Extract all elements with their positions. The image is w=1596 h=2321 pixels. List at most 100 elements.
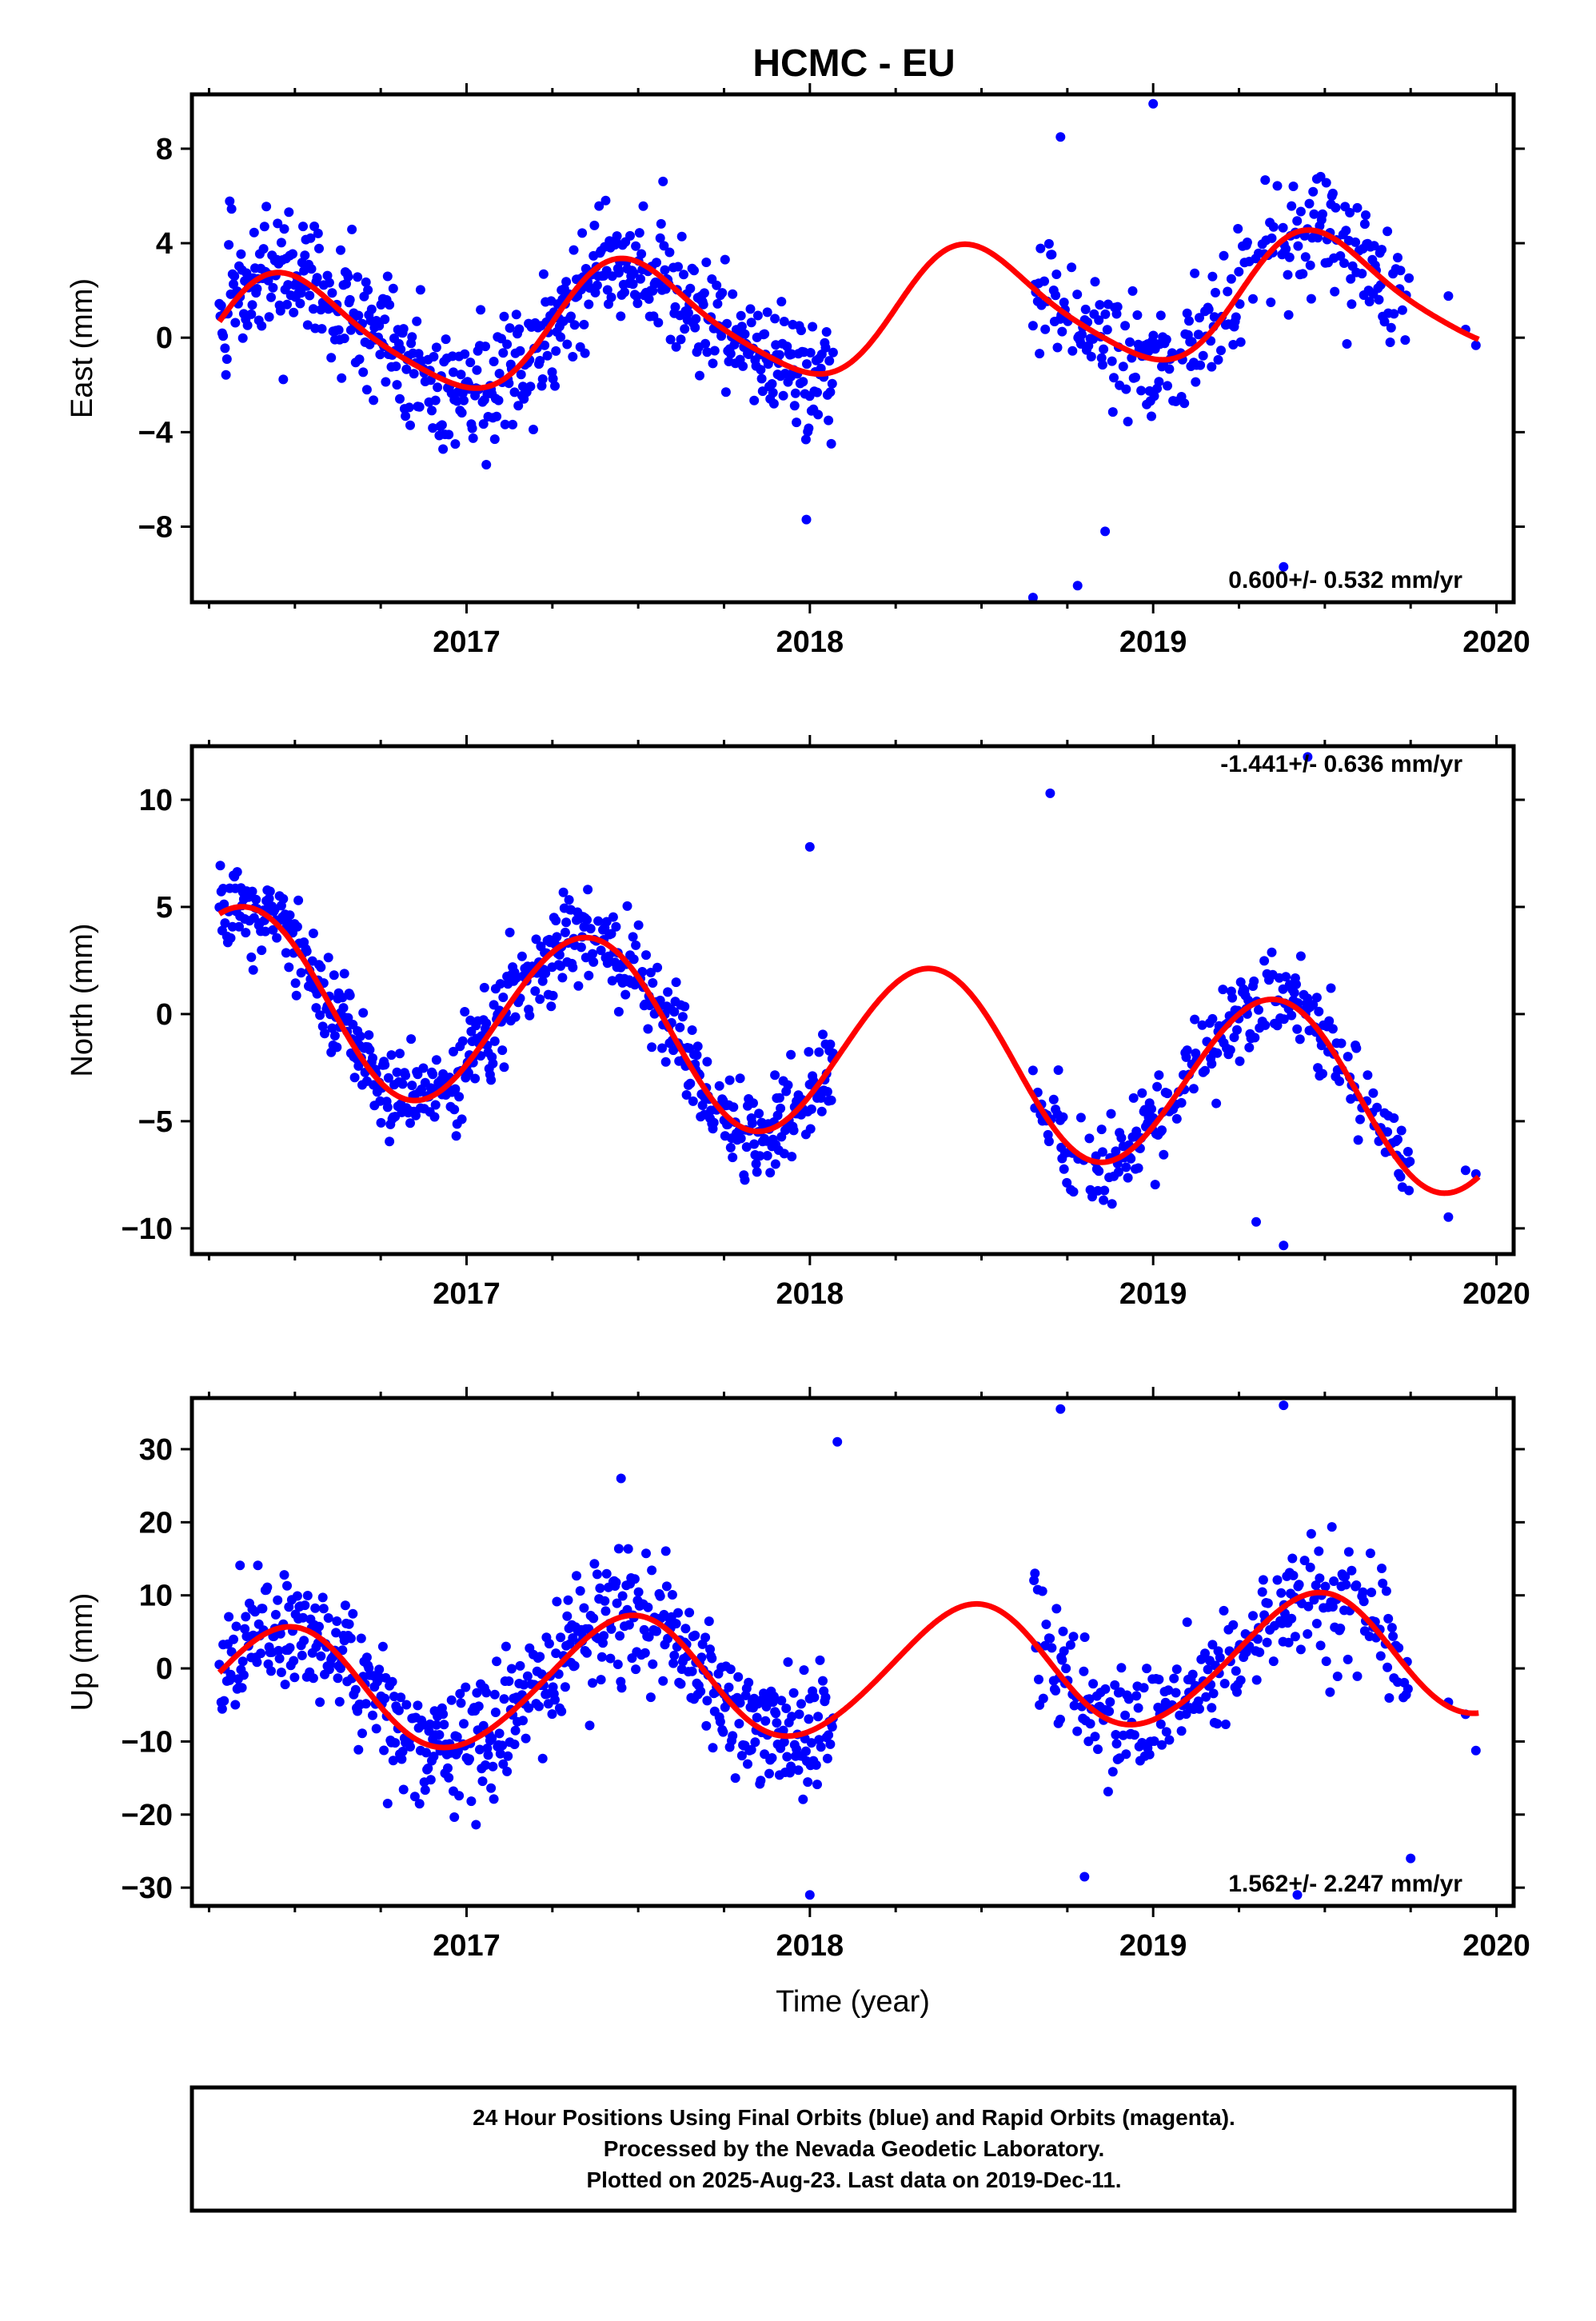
data-point	[1235, 1056, 1245, 1066]
data-point	[282, 299, 292, 310]
data-point	[275, 306, 285, 316]
data-point	[1311, 1580, 1321, 1591]
data-point	[1315, 1640, 1326, 1651]
data-point	[556, 332, 566, 342]
data-point	[397, 1079, 408, 1089]
data-point-outlier	[832, 1436, 843, 1447]
data-point	[347, 224, 357, 234]
data-point	[504, 1676, 514, 1686]
data-point	[1163, 381, 1172, 391]
data-point	[809, 1692, 820, 1703]
data-point	[329, 1031, 340, 1041]
data-point	[1053, 1065, 1063, 1075]
data-point	[534, 1701, 544, 1712]
data-point	[395, 1049, 405, 1059]
data-point	[1104, 1706, 1115, 1716]
data-point	[1059, 298, 1069, 308]
data-point	[1295, 206, 1306, 217]
y-tick-label: 10	[139, 1580, 173, 1613]
data-point	[771, 1708, 781, 1719]
data-point	[1099, 1185, 1110, 1196]
data-point	[478, 419, 489, 429]
data-point	[530, 986, 541, 997]
data-point-outlier	[1279, 1400, 1289, 1411]
data-point	[446, 1695, 457, 1705]
data-point	[1052, 342, 1063, 353]
data-point	[282, 1580, 292, 1591]
data-point	[404, 402, 414, 413]
data-point	[708, 1743, 718, 1753]
data-point	[1109, 373, 1119, 383]
rate-annotation: -1.441+/- 0.636 mm/yr	[1220, 751, 1462, 777]
data-point	[1182, 1045, 1192, 1056]
data-point	[253, 1560, 263, 1571]
data-point	[768, 398, 779, 409]
data-point	[229, 271, 240, 282]
data-point	[1284, 252, 1295, 262]
data-point	[1155, 310, 1166, 321]
data-point	[656, 218, 666, 229]
data-point	[1316, 1041, 1327, 1051]
data-point	[811, 1760, 821, 1770]
data-point	[1405, 1157, 1415, 1167]
data-point	[501, 1641, 511, 1652]
data-point	[676, 1679, 686, 1689]
data-point	[1212, 1719, 1223, 1729]
data-point	[1389, 1113, 1399, 1123]
data-point-outlier	[1066, 1184, 1076, 1195]
data-point	[601, 1568, 612, 1579]
data-point	[1359, 1596, 1369, 1607]
data-point	[741, 1142, 752, 1153]
data-point	[1377, 245, 1387, 255]
data-point	[1200, 1648, 1210, 1659]
data-point	[734, 1719, 744, 1729]
data-point-outlier	[770, 1159, 780, 1169]
data-point	[1443, 291, 1454, 302]
data-point	[470, 1073, 481, 1084]
data-point	[1363, 1070, 1373, 1081]
data-point	[353, 310, 364, 321]
data-point	[455, 1688, 465, 1699]
data-point	[266, 1666, 276, 1676]
data-point	[794, 1709, 804, 1720]
data-point	[660, 265, 670, 275]
data-point	[454, 1791, 465, 1801]
data-point	[260, 926, 270, 937]
data-point	[327, 1023, 337, 1033]
data-point	[695, 370, 704, 381]
data-point	[740, 1175, 750, 1185]
data-point	[1231, 1666, 1241, 1676]
data-point	[762, 1151, 772, 1160]
data-point	[1460, 1165, 1470, 1176]
data-point	[251, 894, 261, 905]
data-point	[605, 1653, 616, 1664]
data-point	[1311, 1619, 1322, 1628]
data-point	[1047, 250, 1057, 260]
data-point	[247, 300, 257, 310]
data-point	[514, 324, 525, 334]
data-point	[577, 228, 588, 238]
data-point	[509, 387, 520, 397]
data-point	[300, 250, 310, 261]
data-point	[275, 1628, 285, 1639]
data-point	[1335, 1624, 1346, 1633]
data-point	[1200, 1065, 1210, 1076]
data-point	[314, 243, 324, 254]
data-point	[1195, 360, 1206, 370]
data-point	[487, 1733, 497, 1744]
data-point	[746, 1744, 756, 1755]
data-point	[796, 326, 806, 336]
data-point	[1341, 226, 1351, 236]
data-point	[516, 370, 526, 380]
data-point	[745, 304, 756, 314]
data-point	[1287, 1010, 1297, 1021]
data-point	[687, 1025, 697, 1035]
data-point	[1211, 1098, 1222, 1109]
data-point	[518, 1716, 528, 1726]
data-point	[814, 1047, 824, 1057]
data-point	[1294, 1580, 1304, 1590]
data-point	[629, 1574, 640, 1584]
data-point	[1220, 1720, 1231, 1729]
data-point	[640, 1648, 650, 1658]
data-point	[827, 378, 837, 389]
